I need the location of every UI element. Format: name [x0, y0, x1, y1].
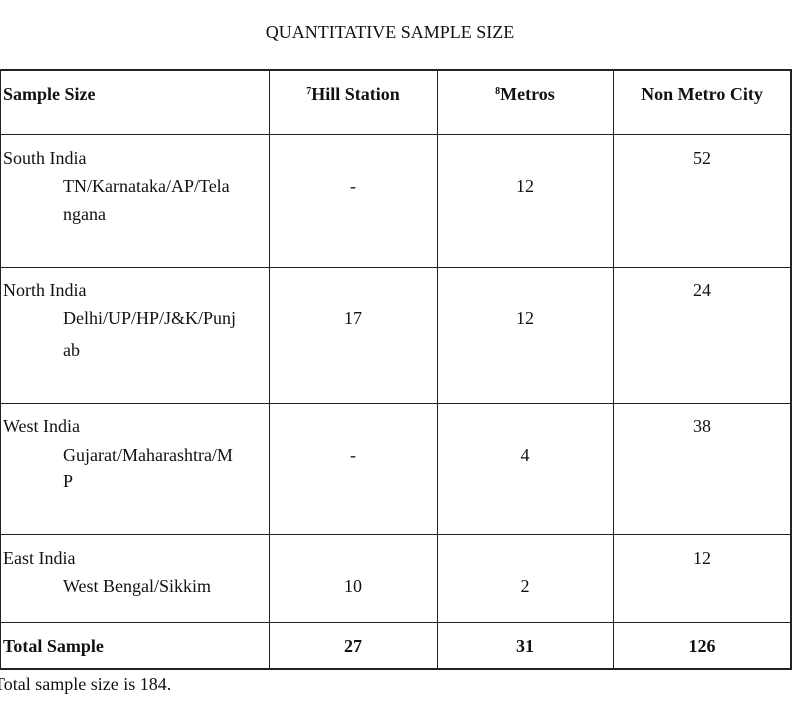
metros-value: 2 — [520, 576, 530, 596]
hill-station-value: 10 — [344, 576, 362, 596]
metros-value: 12 — [516, 176, 534, 196]
row-divider — [1, 403, 790, 404]
non-metro-value: 24 — [693, 280, 711, 300]
non-metro-value: 38 — [693, 416, 711, 436]
region-states: P — [63, 471, 74, 491]
metros-value: 12 — [516, 308, 534, 328]
hill-station-value: 17 — [344, 308, 362, 328]
hill-station-value: - — [350, 176, 356, 196]
sample-size-table: Sample Size 7Hill Station 8Metros Non Me… — [0, 69, 792, 670]
document-title: QUANTITATIVE SAMPLE SIZE — [265, 22, 515, 42]
region-states: Delhi/UP/HP/J&K/Punj — [63, 308, 237, 328]
hill-station-value: - — [350, 445, 356, 465]
total-non-metro: 126 — [688, 636, 716, 656]
header-hill-station: 7Hill Station — [306, 84, 400, 104]
header-metros: 8Metros — [495, 84, 555, 104]
column-divider — [269, 71, 270, 668]
footnote: Total sample size is 184. — [0, 674, 172, 694]
region-states: ngana — [63, 204, 106, 224]
column-divider — [613, 71, 614, 668]
total-label: Total Sample — [3, 636, 104, 656]
row-divider — [1, 534, 790, 535]
region-name: East India — [3, 548, 76, 568]
column-divider — [437, 71, 438, 668]
row-divider — [1, 134, 790, 135]
non-metro-value: 52 — [693, 148, 711, 168]
region-states: TN/Karnataka/AP/Tela — [63, 176, 230, 196]
region-name: South India — [3, 148, 87, 168]
total-metros: 31 — [516, 636, 534, 656]
row-divider — [1, 267, 790, 268]
region-states: ab — [63, 340, 80, 360]
region-states: West Bengal/Sikkim — [63, 576, 212, 596]
header-non-metro-city: Non Metro City — [641, 84, 763, 104]
total-hill-station: 27 — [344, 636, 362, 656]
metros-value: 4 — [520, 445, 530, 465]
region-name: North India — [3, 280, 87, 300]
region-name: West India — [3, 416, 81, 436]
header-sample-size: Sample Size — [3, 84, 96, 104]
non-metro-value: 12 — [693, 548, 711, 568]
row-divider — [1, 622, 790, 623]
region-states: Gujarat/Maharashtra/M — [63, 445, 233, 465]
